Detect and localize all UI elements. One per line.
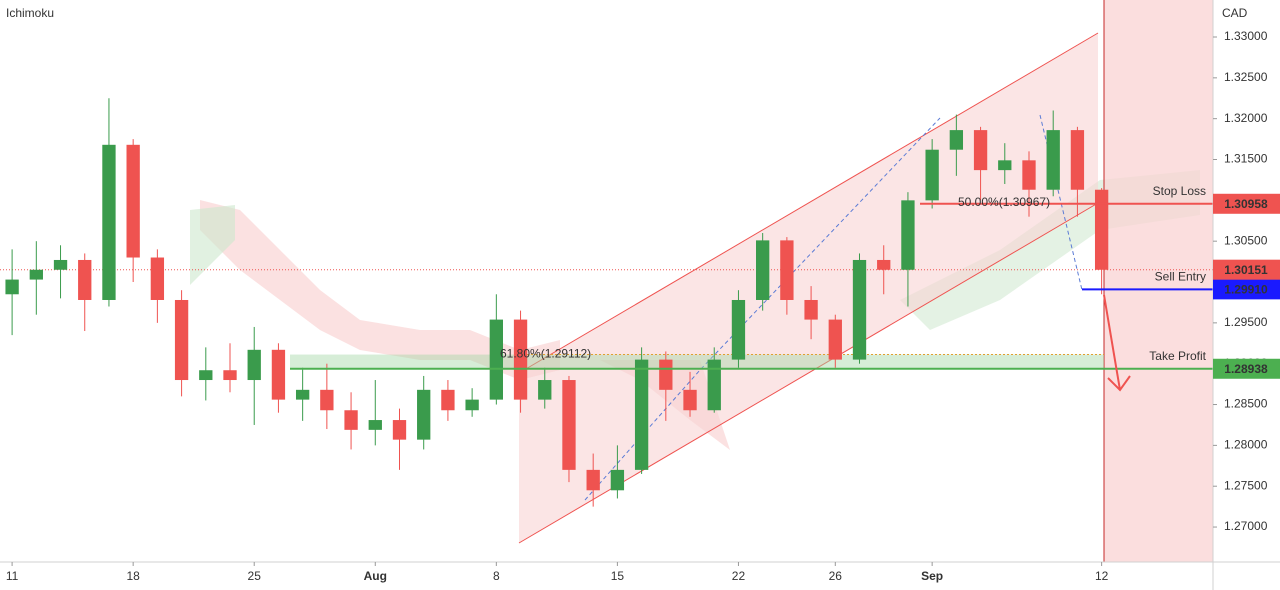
candle-body [126, 144, 140, 258]
x-tick-label: 15 [611, 569, 625, 583]
candle-body [949, 130, 964, 150]
candle-body [659, 359, 673, 390]
y-tick-label: 1.28000 [1224, 438, 1268, 452]
last-price-box [1213, 259, 1280, 280]
candle-body [780, 240, 794, 300]
candle-body [53, 259, 68, 270]
level-price-box [1213, 358, 1280, 379]
candle-body [973, 130, 988, 171]
future-zone [1104, 0, 1213, 562]
candle-body [756, 240, 770, 300]
arrow-head [1107, 375, 1131, 392]
candle-body [610, 469, 625, 491]
indicator-label: Ichimoku [6, 6, 54, 20]
x-tick-label: Sep [921, 569, 943, 583]
candle-body [1022, 160, 1036, 190]
target-zone [290, 354, 1104, 369]
candle-body [223, 370, 237, 381]
fib-label: 50.00%(1.30967) [958, 195, 1050, 209]
candle-body [634, 359, 649, 470]
level-name: Sell Entry [1155, 270, 1206, 284]
level-price-box [1213, 279, 1280, 300]
level-price-label: 1.28938 [1224, 362, 1268, 376]
level-name: Stop Loss [1153, 184, 1206, 198]
candle-body [392, 420, 407, 440]
candle-body [998, 160, 1012, 171]
candle-body [828, 319, 842, 360]
candle-body [1070, 130, 1085, 190]
y-tick-label: 1.31500 [1224, 152, 1268, 166]
level-name: Take Profit [1149, 349, 1206, 363]
candle-body [78, 259, 92, 300]
x-tick-label: 25 [248, 569, 262, 583]
candle-body [441, 389, 455, 411]
y-tick-label: 1.29500 [1224, 315, 1268, 329]
channel-fill [519, 33, 1098, 543]
candle-body [417, 389, 431, 440]
candle-body [5, 279, 19, 295]
candle-body [586, 469, 600, 491]
fib-leg [584, 117, 941, 501]
candle-body [1046, 130, 1060, 190]
candle-body [901, 200, 915, 270]
candle-body [562, 380, 576, 470]
candle-body [1094, 189, 1109, 270]
candle-body [683, 389, 697, 411]
candle-body [150, 257, 165, 300]
y-tick-label: 1.32500 [1224, 70, 1268, 84]
candle-body [29, 269, 43, 280]
last-price-label: 1.30151 [1224, 263, 1268, 277]
candle-body [199, 370, 213, 381]
y-tick-label: 1.32000 [1224, 111, 1268, 125]
currency-label: CAD [1222, 6, 1248, 20]
level-price-label: 1.30958 [1224, 197, 1268, 211]
candle-body [102, 144, 116, 300]
candle-body [465, 399, 479, 411]
y-tick-label: 1.28500 [1224, 397, 1268, 411]
x-tick-label: Aug [364, 569, 387, 583]
candle-body [513, 319, 528, 400]
x-tick-label: 22 [732, 569, 746, 583]
candle-body [925, 149, 939, 201]
x-tick-label: 12 [1095, 569, 1109, 583]
candle-body [271, 349, 286, 400]
x-tick-label: 11 [6, 569, 19, 583]
x-tick-label: 8 [493, 569, 500, 583]
level-price-label: 1.29910 [1224, 283, 1268, 297]
candle-body [804, 299, 818, 320]
candle-body [707, 359, 721, 411]
x-tick-label: 18 [126, 569, 140, 583]
ichimoku-cloud [190, 205, 235, 285]
y-tick-label: 1.27500 [1224, 478, 1268, 492]
candle-body [368, 420, 382, 430]
y-tick-label: 1.30500 [1224, 233, 1268, 247]
candle-body [538, 380, 552, 400]
candle-body [344, 410, 358, 430]
x-tick-label: 26 [829, 569, 843, 583]
candle-body [320, 389, 334, 411]
candle-body [247, 349, 261, 381]
level-price-box [1213, 193, 1280, 214]
fib-label: 61.80%(1.29112) [500, 347, 591, 361]
ichimoku-cloud [200, 200, 560, 380]
candle-body [731, 299, 746, 360]
y-tick-label: 1.27000 [1224, 519, 1268, 533]
candle-body [877, 259, 891, 270]
candle-body [295, 389, 310, 400]
channel-upper [518, 32, 1099, 374]
candle-body [852, 259, 867, 360]
candle-body [489, 319, 503, 400]
y-tick-label: 1.33000 [1224, 29, 1268, 43]
candle-body [174, 299, 189, 381]
arrow [1103, 294, 1121, 391]
